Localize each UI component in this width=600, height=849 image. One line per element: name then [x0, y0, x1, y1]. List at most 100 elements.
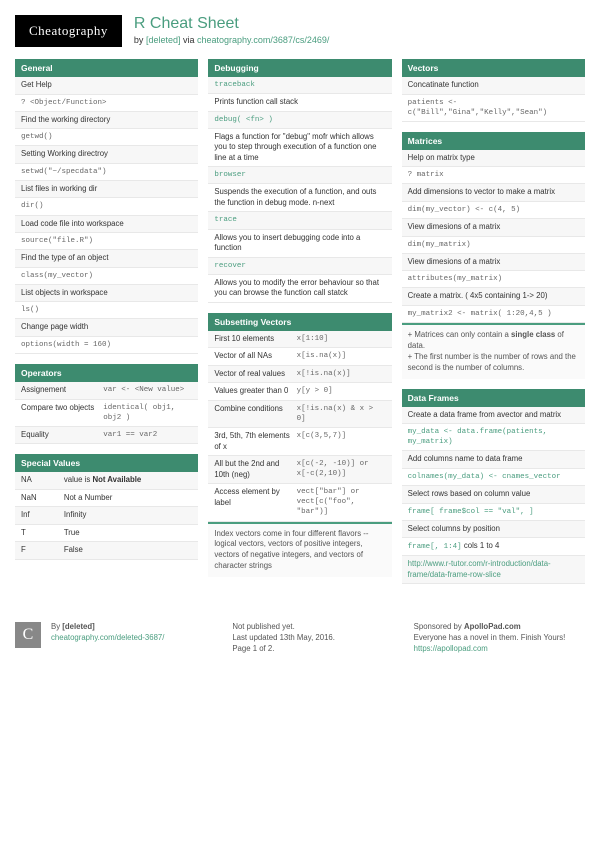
code-row: dim(my_matrix) — [402, 237, 585, 254]
kv-val: x[1:10] — [297, 334, 386, 345]
desc-row: List objects in workspace — [15, 285, 198, 303]
df-code: frame[, 1:4] cols 1 to 4 — [402, 538, 585, 556]
code-row: ? matrix — [402, 167, 585, 184]
card-subsetting: Subsetting Vectors First 10 elementsx[1:… — [208, 313, 391, 577]
matrices-note: + Matrices can only contain a single cla… — [402, 323, 585, 379]
kv-val: x[!is.na(x) & x > 0] — [297, 404, 386, 424]
desc-row: Change page width — [15, 319, 198, 337]
subsetting-note: Index vectors come in four different fla… — [208, 522, 391, 578]
kv-key: NA — [21, 475, 64, 486]
kv-val: x[is.na(x)] — [297, 351, 386, 362]
kv-key: All but the 2nd and 10th (neg) — [214, 459, 296, 480]
df-code: frame[ frame$col == "val", ] — [402, 504, 585, 521]
debug-desc: Allows you to insert debugging code into… — [208, 230, 391, 258]
title-block: R Cheat Sheet by [deleted] via cheatogra… — [134, 15, 585, 45]
kv-val: x[!is.na(x)] — [297, 369, 386, 380]
kv-val: False — [64, 545, 193, 556]
card-header: Matrices — [402, 132, 585, 150]
code-row: dir() — [15, 198, 198, 215]
col-2: Debugging tracebackPrints function call … — [208, 59, 391, 594]
note-text: + Matrices can only contain a — [408, 330, 511, 339]
col-3: Vectors Concatinate functionpatients <- … — [402, 59, 585, 594]
footer-col-meta: Not published yet. Last updated 13th May… — [232, 622, 403, 655]
code-row: my_matrix2 <- matrix( 1:20,4,5 ) — [402, 306, 585, 323]
card-matrices: Matrices Help on matrix type? matrixAdd … — [402, 132, 585, 379]
card-header: Data Frames — [402, 389, 585, 407]
card-header: Operators — [15, 364, 198, 382]
code-row: source("file.R") — [15, 233, 198, 250]
sponsor-name: ApolloPad.com — [464, 622, 521, 631]
debug-code: debug( <fn> ) — [208, 112, 391, 129]
code-row: ? <Object/Function> — [15, 95, 198, 112]
byline: by [deleted] via cheatography.com/3687/c… — [134, 35, 585, 45]
kv-key: First 10 elements — [214, 334, 296, 345]
note-bold: single class — [511, 330, 555, 339]
code-row: patients <- c("Bill","Gina","Kelly","Sea… — [402, 95, 585, 122]
debug-desc: Allows you to modify the error behaviour… — [208, 275, 391, 303]
kv-val: x[c(3,5,7)] — [297, 431, 386, 452]
kv-key: F — [21, 545, 64, 556]
footer-meta-line: Not published yet. — [232, 622, 294, 631]
card-header: Debugging — [208, 59, 391, 77]
kv-val: identical( obj1, obj2 ) — [103, 403, 192, 423]
kv-key: Equality — [21, 430, 103, 441]
kv-val: value is Not Available — [64, 475, 193, 486]
debug-desc: Flags a function for "debug" mofr which … — [208, 129, 391, 168]
desc-row: Concatinate function — [402, 77, 585, 95]
card-operators: Operators Assignementvar <- <New value>C… — [15, 364, 198, 444]
card-general: General Get Help? <Object/Function>Find … — [15, 59, 198, 354]
footer-meta-line: Last updated 13th May, 2016. — [232, 633, 335, 642]
kv-key: Values greater than 0 — [214, 386, 296, 397]
df-code: my_data <- data.frame(patients, my_matri… — [402, 424, 585, 451]
kv-row: NAvalue is Not Available — [15, 472, 198, 490]
kv-row: Assignementvar <- <New value> — [15, 382, 198, 400]
source-link[interactable]: cheatography.com/3687/cs/2469/ — [197, 35, 329, 45]
desc-row: Add dimensions to vector to make a matri… — [402, 184, 585, 202]
footer-author: [deleted] — [62, 622, 95, 631]
debug-code: browser — [208, 167, 391, 184]
kv-row: FFalse — [15, 542, 198, 560]
kv-row: Equalityvar1 == var2 — [15, 427, 198, 445]
desc-row: List files in working dir — [15, 181, 198, 199]
kv-key: T — [21, 528, 64, 539]
card-vectors: Vectors Concatinate functionpatients <- … — [402, 59, 585, 122]
card-special-values: Special Values NAvalue is Not AvailableN… — [15, 454, 198, 560]
debug-desc: Suspends the execution of a function, an… — [208, 184, 391, 212]
df-desc: Select columns by position — [402, 521, 585, 539]
card-header: Subsetting Vectors — [208, 313, 391, 331]
columns: General Get Help? <Object/Function>Find … — [15, 59, 585, 594]
footer-author-link[interactable]: cheatography.com/deleted-3687/ — [51, 633, 164, 642]
df-desc: Add columns name to data frame — [402, 451, 585, 469]
df-code: colnames(my_data) <- cnames_vector — [402, 469, 585, 486]
author-link[interactable]: [deleted] — [146, 35, 181, 45]
code-row: dim(my_vector) <- c(4, 5) — [402, 202, 585, 219]
kv-row: NaNNot a Number — [15, 490, 198, 508]
desc-row: Get Help — [15, 77, 198, 95]
code-row: setwd("~/specdata") — [15, 164, 198, 181]
card-header: Vectors — [402, 59, 585, 77]
sponsor-link[interactable]: https://apollopad.com — [414, 644, 488, 653]
kv-row: Combine conditionsx[!is.na(x) & x > 0] — [208, 401, 391, 428]
footer-col-author: By [deleted] cheatography.com/deleted-36… — [51, 622, 222, 655]
byline-prefix: by — [134, 35, 146, 45]
col-1: General Get Help? <Object/Function>Find … — [15, 59, 198, 594]
external-link-row: http://www.r-tutor.com/r-introduction/da… — [402, 556, 585, 584]
debug-code: recover — [208, 258, 391, 275]
desc-row: Find the working directory — [15, 112, 198, 130]
card-data-frames: Data Frames Create a data frame from ave… — [402, 389, 585, 585]
card-header: General — [15, 59, 198, 77]
desc-row: Load code file into workspace — [15, 216, 198, 234]
kv-key: Combine conditions — [214, 404, 296, 424]
kv-row: 3rd, 5th, 7th elements of xx[c(3,5,7)] — [208, 428, 391, 456]
kv-val: True — [64, 528, 193, 539]
desc-row: View dimesions of a matrix — [402, 254, 585, 272]
kv-val: var <- <New value> — [103, 385, 192, 396]
kv-key: 3rd, 5th, 7th elements of x — [214, 431, 296, 452]
footer: C By [deleted] cheatography.com/deleted-… — [15, 612, 585, 655]
site-logo: Cheatography — [15, 15, 122, 47]
desc-row: Create a matrix. ( 4x5 containing 1-> 20… — [402, 288, 585, 306]
byline-mid: via — [180, 35, 197, 45]
external-link[interactable]: http://www.r-tutor.com/r-introduction/da… — [408, 559, 551, 579]
footer-by: By — [51, 622, 62, 631]
debug-desc: Prints function call stack — [208, 94, 391, 112]
